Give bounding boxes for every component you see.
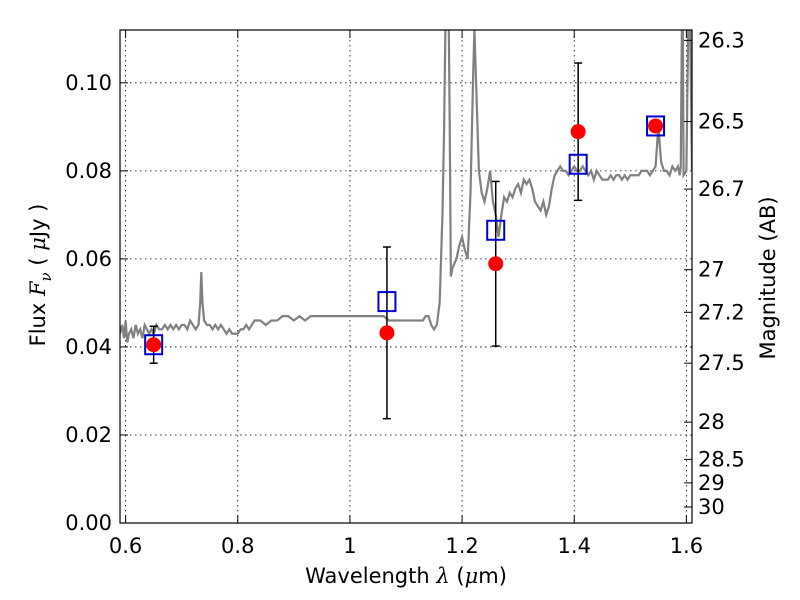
x-tick-label: 1.4 (558, 534, 591, 558)
y2-tick-label: 27.5 (698, 351, 745, 375)
spectrum-line (120, 30, 692, 343)
y2-tick-label: 27.2 (698, 300, 745, 324)
y2-tick-label: 28.5 (698, 447, 745, 471)
y-tick-label: 0.00 (65, 511, 112, 535)
observed-point (379, 325, 395, 341)
y-tick-label: 0.08 (65, 159, 112, 183)
model-point (377, 291, 397, 313)
x-tick-label: 0.8 (221, 534, 254, 558)
x-tick-label: 1.6 (670, 534, 703, 558)
y-tick-label: 0.06 (65, 247, 112, 271)
model-point (646, 115, 666, 137)
y2-tick-label: 26.5 (698, 110, 745, 134)
y-tick-label: 0.02 (65, 423, 112, 447)
axis-ticks: 0.6 0.8 1 1.2 1.4 1.6 0.00 0.02 0.04 0.06 0.08 0.10… (65, 28, 745, 558)
x-axis-label: Wavelength λ (μm) (305, 564, 507, 588)
model-point (144, 334, 164, 356)
grid (120, 30, 692, 523)
y2-tick-label: 26.7 (698, 177, 745, 201)
x-tick-label: 1.2 (445, 534, 478, 558)
data-markers (144, 62, 666, 420)
x-tick-label: 1 (343, 534, 356, 558)
y2-tick-label: 28 (698, 410, 725, 434)
y2-tick-label: 30 (698, 495, 725, 519)
y2-axis-label: Magnitude (AB) (756, 196, 780, 359)
y2-tick-label: 27 (698, 258, 725, 282)
model-point (568, 153, 588, 175)
plot-frame (119, 29, 693, 524)
y-tick-label: 0.04 (65, 335, 112, 359)
observed-point (570, 124, 586, 140)
observed-point (146, 337, 162, 353)
y2-tick-label: 26.3 (698, 28, 745, 52)
y2-tick-label: 29 (698, 471, 725, 495)
x-tick-label: 0.6 (109, 534, 142, 558)
y-axis-label: Flux Fν ( μJy ) (26, 204, 55, 347)
observed-point (488, 256, 504, 272)
observed-point (648, 118, 664, 134)
model-point (486, 219, 506, 241)
y-tick-label: 0.10 (65, 71, 112, 95)
